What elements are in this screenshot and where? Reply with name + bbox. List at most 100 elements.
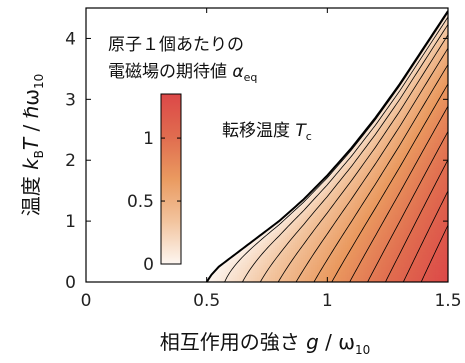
heat-cell: [395, 237, 399, 241]
heat-cell: [315, 229, 318, 233]
heat-cell: [409, 152, 413, 156]
heat-cell: [361, 189, 365, 193]
heat-cell: [401, 249, 405, 253]
heat-cell: [411, 100, 415, 104]
heat-cell: [367, 242, 371, 246]
heat-cell: [349, 164, 353, 169]
heat-cell: [427, 120, 431, 124]
heat-cell: [369, 162, 373, 166]
heat-cell: [341, 207, 345, 211]
heat-cell: [385, 162, 389, 166]
heat-cell: [289, 227, 292, 231]
heat-cell: [391, 97, 395, 101]
heat-cell: [391, 189, 395, 193]
heat-cell: [361, 217, 365, 221]
heat-cell: [359, 167, 363, 171]
heat-cell: [399, 167, 403, 171]
heat-cell: [387, 117, 391, 121]
heat-cell: [407, 147, 411, 151]
heat-cell: [417, 187, 421, 191]
heat-cell: [387, 140, 391, 144]
heat-cell: [222, 274, 226, 278]
heat-cell: [289, 269, 292, 273]
heat-cell: [425, 105, 429, 109]
heat-cell: [323, 192, 326, 196]
heat-cell: [353, 252, 357, 256]
heat-cell: [331, 184, 334, 188]
heat-cell: [379, 127, 383, 131]
heat-cell: [423, 229, 427, 233]
heat-cell: [395, 130, 399, 134]
heat-cell: [405, 199, 409, 203]
heat-cell: [375, 194, 379, 198]
heat-cell: [216, 277, 220, 281]
heat-cell: [423, 100, 427, 104]
heat-cell: [325, 244, 328, 248]
heat-cell: [405, 115, 409, 119]
heat-cell: [269, 234, 272, 238]
heat-cell: [425, 110, 429, 114]
heat-cell: [405, 202, 409, 206]
heat-cell: [375, 247, 379, 251]
heat-cell: [407, 232, 411, 236]
heat-cell: [363, 149, 367, 154]
heat-cell: [236, 252, 240, 256]
heat-cell: [377, 204, 381, 208]
heat-cell: [399, 254, 403, 258]
heat-cell: [387, 164, 391, 169]
heat-cell: [365, 244, 369, 248]
heat-cell: [381, 117, 385, 121]
heat-cell: [401, 82, 405, 86]
heat-cell: [427, 172, 431, 176]
heat-cell: [371, 164, 375, 169]
heat-cell: [349, 169, 353, 173]
heat-cell: [355, 202, 359, 206]
heat-cell: [371, 274, 375, 278]
heat-cell: [375, 132, 379, 136]
heat-cell: [341, 204, 345, 208]
heat-cell: [285, 252, 288, 256]
heat-cell: [379, 179, 383, 183]
heat-cell: [399, 147, 403, 151]
heat-cell: [425, 279, 429, 282]
heat-cell: [399, 154, 403, 159]
heat-cell: [273, 224, 276, 228]
heat-cell: [403, 85, 407, 89]
heat-cell: [315, 244, 318, 248]
heat-cell: [429, 179, 433, 183]
heat-cell: [425, 207, 429, 211]
heat-cell: [407, 214, 411, 218]
heat-cell: [371, 137, 375, 141]
heat-cell: [283, 274, 286, 278]
heat-cell: [349, 177, 353, 181]
heat-cell: [285, 257, 288, 261]
heat-cell: [423, 115, 427, 119]
heat-cell: [409, 110, 413, 114]
heat-cell: [417, 90, 421, 94]
heat-cell: [321, 264, 324, 268]
heat-cell: [405, 219, 409, 223]
heat-cell: [333, 252, 336, 256]
heat-cell: [305, 267, 308, 271]
heat-cell: [417, 189, 421, 193]
heat-cell: [317, 264, 320, 268]
heat-cell: [415, 92, 419, 96]
heat-cell: [383, 164, 387, 169]
heat-cell: [371, 140, 375, 144]
heat-cell: [371, 199, 375, 203]
heat-cell: [289, 279, 292, 282]
heat-cell: [391, 182, 395, 186]
heat-cell: [214, 274, 218, 278]
heat-cell: [405, 169, 409, 173]
heat-cell: [307, 222, 310, 226]
heat-cell: [254, 257, 258, 261]
heat-cell: [431, 125, 435, 129]
heat-cell: [309, 274, 312, 278]
heat-cell: [327, 269, 330, 273]
heat-cell: [335, 174, 338, 178]
heat-cell: [357, 249, 361, 253]
heat-cell: [365, 145, 369, 149]
heat-cell: [240, 267, 244, 271]
heat-cell: [381, 187, 385, 191]
heat-cell: [431, 127, 435, 131]
